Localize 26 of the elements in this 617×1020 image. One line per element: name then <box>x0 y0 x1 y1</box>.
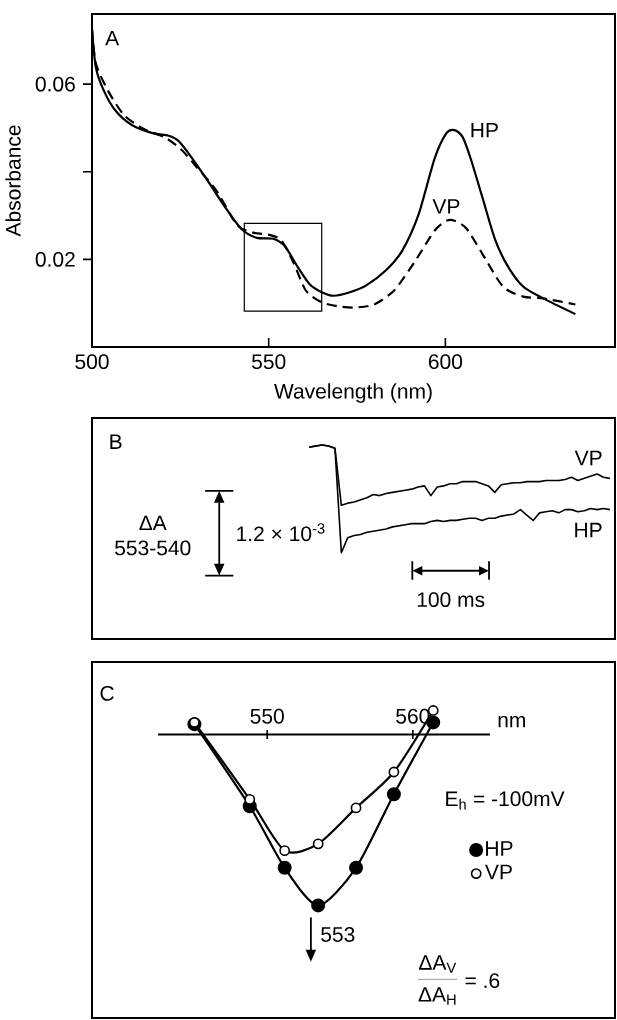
series-label: HP <box>471 122 498 138</box>
annotation: 1.2 × 10$^{-3}$ <box>237 523 325 542</box>
y-tick-label: 0.02 <box>35 251 75 267</box>
series-label: HP <box>575 522 602 538</box>
y-tick-label: 0.06 <box>35 76 75 92</box>
text: ΔA$_{V}$ <box>419 955 457 973</box>
y-axis-title: Absorbance <box>5 125 21 237</box>
series-label: VP <box>432 199 460 214</box>
legend-label: VP <box>485 864 512 880</box>
x-tick-label: 500 <box>75 354 109 370</box>
x-axis-title: nm <box>498 715 525 728</box>
x-tick-label: 550 <box>252 354 286 370</box>
text: B <box>110 434 122 449</box>
text: ΔA$_{H}$ <box>418 987 456 1005</box>
text: C <box>100 685 114 701</box>
x-tick-label: 550 <box>250 708 284 724</box>
legend-label: HP <box>486 841 513 856</box>
series-label: VP <box>574 450 602 466</box>
x-tick-label: 600 <box>428 354 463 370</box>
annotation: 553 <box>321 927 355 942</box>
annotation: A <box>105 30 120 46</box>
annotation: E$_{h}$ = -100mV <box>446 791 565 810</box>
text: ΔA 553-540 <box>115 515 191 556</box>
text: = .6 <box>465 973 500 989</box>
x-axis-title: Wavelength (nm) <box>274 383 432 403</box>
text: 100 ms <box>417 592 485 608</box>
